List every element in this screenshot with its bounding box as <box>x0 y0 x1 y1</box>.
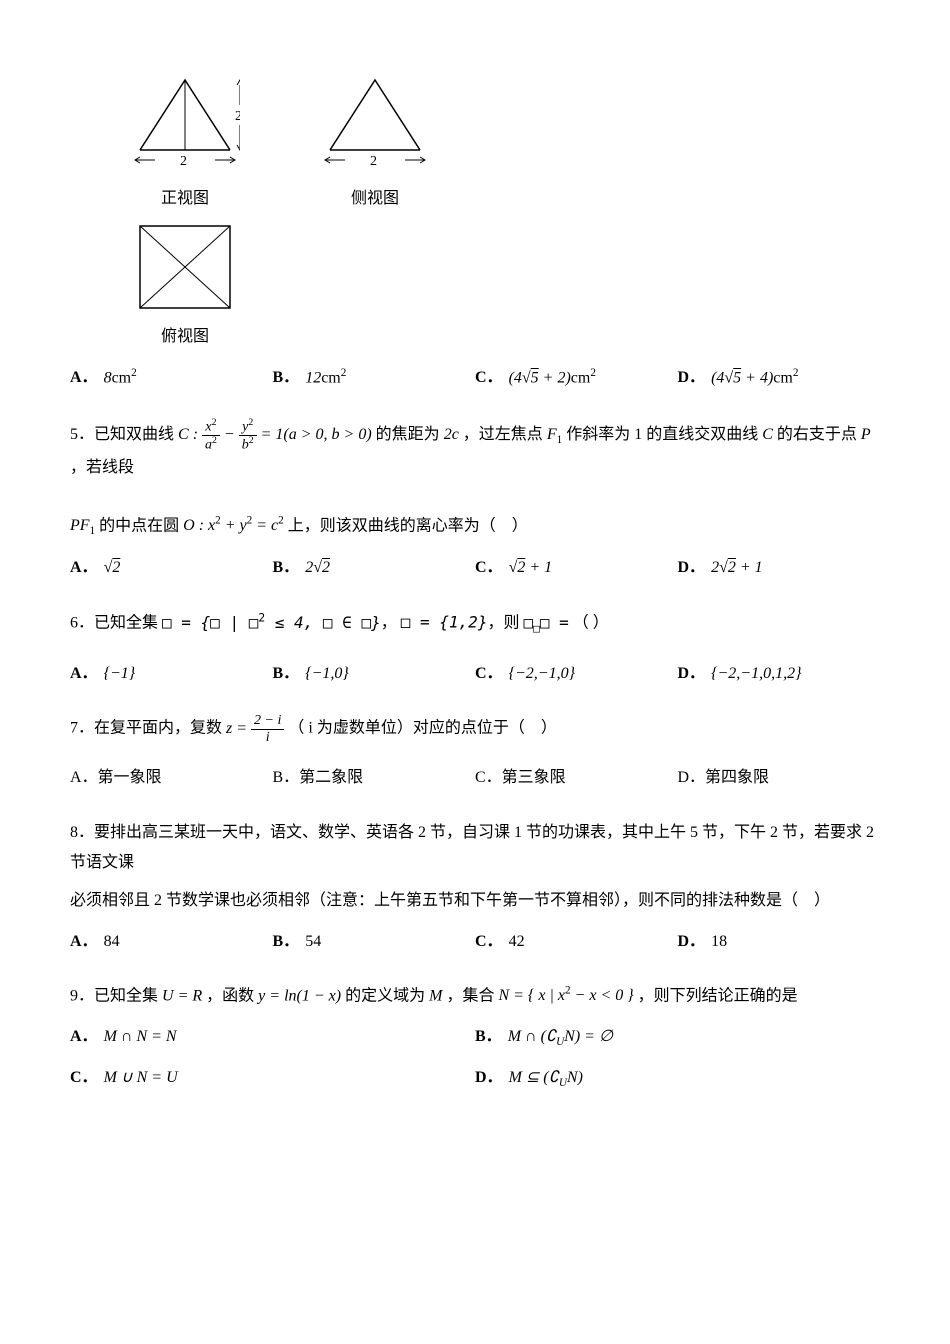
q9-u: U = R <box>162 987 202 1004</box>
q9-t4: ，集合 <box>446 987 494 1004</box>
q5-p: P <box>861 426 871 443</box>
q9-t5: ，则下列结论正确的是 <box>638 987 798 1004</box>
q9-opt-b: B．M ∩ (∁UN) = ∅ <box>475 1022 880 1053</box>
q8-l1: 8．要排出高三某班一天中，语文、数学、英语各 2 节，自习课 1 节的功课表，其… <box>70 818 880 879</box>
q5-l2b: 的中点在圆 <box>99 517 179 534</box>
q5-pf1: PF1 <box>70 517 95 534</box>
q5-c2: C <box>762 426 773 443</box>
q9-opt-d: D．M ⊆ (∁UN) <box>475 1063 880 1094</box>
front-height-label: 2 <box>235 109 240 124</box>
q7-z: z = 2 − ii <box>226 720 284 737</box>
q7-opt-b: B．第二象限 <box>273 763 476 793</box>
q9-opt-a: A．M ∩ N = N <box>70 1022 475 1053</box>
q6-tail: （ ） <box>573 615 609 632</box>
q5-opt-a: A．√2 <box>70 553 273 583</box>
q4-opt-d: D．(4√5 + 4)cm2 <box>678 363 881 394</box>
front-view-svg: 2 2 <box>130 70 240 180</box>
q7-opt-c: C．第三象限 <box>475 763 678 793</box>
q6-opt-c: C．{−2,−1,0} <box>475 659 678 689</box>
q8-options: A．84 B．54 C．42 D．18 <box>70 927 880 957</box>
q8-opt-b: B．54 <box>273 927 476 957</box>
q5-mid5: ，若线段 <box>70 459 134 476</box>
q5-line2: PF1 的中点在圆 O : x2 + y2 = c2 上，则该双曲线的离心率为（… <box>70 511 880 543</box>
q5-l2c: 上，则该双曲线的离心率为（ ） <box>288 517 528 534</box>
q9-t3: 的定义域为 <box>345 987 425 1004</box>
q6-opt-d: D．{−2,−1,0,1,2} <box>678 659 881 689</box>
three-view-diagrams: 2 2 正视图 2 侧视图 <box>130 70 880 214</box>
q5-line1: 5．已知双曲线 C : x2a2 − y2b2 = 1(a > 0, b > 0… <box>70 418 880 483</box>
q7-options: A．第一象限 B．第二象限 C．第三象限 D．第四象限 <box>70 763 880 793</box>
q8-l2: 必须相邻且 2 节数学课也必须相邻（注意：上午第五节和下午第一节不算相邻），则不… <box>70 886 880 916</box>
q8-opt-d: D．18 <box>678 927 881 957</box>
q8-opt-c: C．42 <box>475 927 678 957</box>
q6-set1: □ = {□ | □2 ≤ 4, □ ∈ □} <box>162 613 381 632</box>
q5-options: A．√2 B．2√2 C．√2 + 1 D．2√2 + 1 <box>70 553 880 583</box>
q5-mid4: 的右支于点 <box>777 426 857 443</box>
q5-circle: O : x2 + y2 = c2 <box>183 517 284 534</box>
front-view-col: 2 2 正视图 <box>130 70 240 214</box>
q5-mid3: 作斜率为 1 的直线交双曲线 <box>566 426 758 443</box>
q6-opt-a: A．{−1} <box>70 659 273 689</box>
front-caption: 正视图 <box>161 184 209 214</box>
q5-mid2: ，过左焦点 <box>463 426 543 443</box>
q6-t1: 6．已知全集 <box>70 615 158 632</box>
q9-t2: ，函数 <box>206 987 254 1004</box>
q9-line: 9．已知全集 U = R ，函数 y = ln(1 − x) 的定义域为 M ，… <box>70 981 880 1012</box>
q7-opt-a: A．第一象限 <box>70 763 273 793</box>
top-view-svg <box>130 218 240 318</box>
q7-line: 7．在复平面内，复数 z = 2 − ii （ i 为虚数单位）对应的点位于（ … <box>70 713 880 745</box>
q5-opt-b: B．2√2 <box>273 553 476 583</box>
q6-expr: □□□ = <box>523 613 568 632</box>
q4-opt-b: B．12cm2 <box>273 363 476 394</box>
q9-n: N = { x | x2 − x < 0 } <box>498 987 633 1004</box>
q4-options: A．8cm2 B．12cm2 C．(4√5 + 2)cm2 D．(4√5 + 4… <box>70 363 880 394</box>
q8-opt-a: A．84 <box>70 927 273 957</box>
q9-opt-c: C．M ∪ N = U <box>70 1063 475 1094</box>
top-view-row: 俯视图 <box>130 218 880 352</box>
q5-f1: F1 <box>547 426 562 443</box>
q5-prefix: 5．已知双曲线 <box>70 426 174 443</box>
q9-m: M <box>429 987 442 1004</box>
q6-line: 6．已知全集 □ = {□ | □2 ≤ 4, □ ∈ □}， □ = {1,2… <box>70 607 880 639</box>
q6-options: A．{−1} B．{−1,0} C．{−2,−1,0} D．{−2,−1,0,1… <box>70 659 880 689</box>
q6-set2: □ = {1,2} <box>401 613 488 632</box>
q9-options-2: C．M ∪ N = U D．M ⊆ (∁UN) <box>70 1063 880 1094</box>
q7-t2: （ i 为虚数单位）对应的点位于（ ） <box>288 720 556 737</box>
side-view-col: 2 侧视图 <box>320 70 430 214</box>
q5-mid1: 的焦距为 <box>376 426 440 443</box>
q9-t1: 9．已知全集 <box>70 987 158 1004</box>
q7-t1: 7．在复平面内，复数 <box>70 720 222 737</box>
side-base-label: 2 <box>370 154 377 169</box>
q5-curve: C : x2a2 − y2b2 = 1(a > 0, b > 0) <box>178 426 372 443</box>
q7-opt-d: D．第四象限 <box>678 763 881 793</box>
q6-opt-b: B．{−1,0} <box>273 659 476 689</box>
top-view-col: 俯视图 <box>130 218 240 352</box>
q5-opt-c: C．√2 + 1 <box>475 553 678 583</box>
q9-fn: y = ln(1 − x) <box>258 987 341 1004</box>
q5-focal: 2c <box>444 426 459 443</box>
q4-opt-a: A．8cm2 <box>70 363 273 394</box>
q4-opt-c: C．(4√5 + 2)cm2 <box>475 363 678 394</box>
front-base-label: 2 <box>180 154 187 169</box>
side-view-svg: 2 <box>320 70 430 180</box>
q5-opt-d: D．2√2 + 1 <box>678 553 881 583</box>
top-caption: 俯视图 <box>161 322 209 352</box>
side-caption: 侧视图 <box>351 184 399 214</box>
q9-options-1: A．M ∩ N = N B．M ∩ (∁UN) = ∅ <box>70 1022 880 1053</box>
